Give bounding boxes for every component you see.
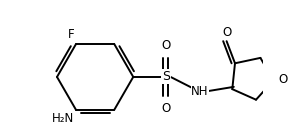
Text: F: F	[67, 28, 74, 41]
Text: O: O	[279, 73, 288, 86]
Text: O: O	[222, 26, 231, 39]
Text: O: O	[161, 39, 170, 52]
Text: S: S	[162, 70, 170, 83]
Text: O: O	[161, 102, 170, 115]
Text: NH: NH	[191, 85, 209, 98]
Text: H₂N: H₂N	[52, 112, 74, 125]
